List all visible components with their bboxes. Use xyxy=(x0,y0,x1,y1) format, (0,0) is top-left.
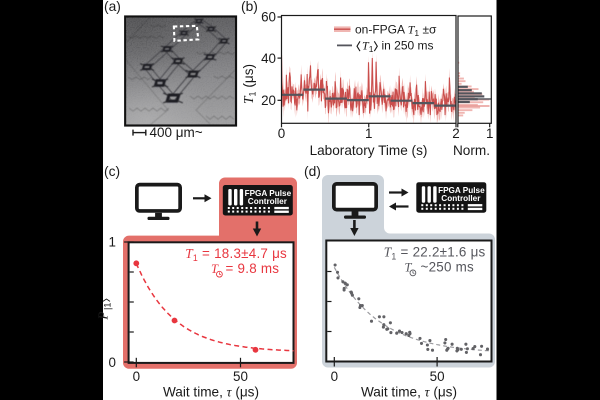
svg-text:2: 2 xyxy=(452,126,459,141)
svg-text:400 μm~: 400 μm~ xyxy=(150,125,203,140)
svg-text:Norm.: Norm. xyxy=(453,143,490,158)
svg-text:= 9.8 ms: = 9.8 ms xyxy=(226,261,280,276)
svg-text:P: P xyxy=(96,311,111,320)
svg-text:60: 60 xyxy=(261,10,276,25)
svg-text:Laboratory Time (s): Laboratory Time (s) xyxy=(310,143,428,158)
svg-text:0: 0 xyxy=(133,369,140,384)
svg-text:0: 0 xyxy=(278,126,285,141)
svg-text:1: 1 xyxy=(365,126,372,141)
svg-text:1: 1 xyxy=(486,126,493,141)
svg-text:(c): (c) xyxy=(104,164,120,179)
svg-text:|1: |1 xyxy=(103,303,113,311)
svg-text:T1 = 22.2±1.6 μs: T1 = 22.2±1.6 μs xyxy=(384,245,486,262)
svg-text:(b): (b) xyxy=(241,0,258,14)
svg-text:Controller: Controller xyxy=(248,197,288,206)
svg-text:Controller: Controller xyxy=(441,194,481,203)
svg-text:40: 40 xyxy=(261,51,276,66)
svg-text:50: 50 xyxy=(430,369,445,384)
svg-text:0: 0 xyxy=(331,369,338,384)
svg-text:on-FPGA T1 ±σ: on-FPGA T1 ±σ xyxy=(355,22,437,37)
svg-text:FPGA Pulse: FPGA Pulse xyxy=(245,189,292,198)
svg-text:0: 0 xyxy=(109,355,116,370)
svg-text:~250 ms: ~250 ms xyxy=(421,260,475,275)
svg-text:in 250 ms: in 250 ms xyxy=(382,39,434,53)
svg-text:T1: T1 xyxy=(362,39,374,54)
svg-text:20: 20 xyxy=(261,93,276,108)
svg-text:(a): (a) xyxy=(104,0,121,14)
svg-text:T: T xyxy=(211,262,219,276)
svg-text:T1 = 18.3±4.7 μs: T1 = 18.3±4.7 μs xyxy=(185,246,287,263)
svg-text:50: 50 xyxy=(233,369,248,384)
svg-text:FPGA Pulse: FPGA Pulse xyxy=(438,186,485,195)
svg-text:Wait time, τ (μs): Wait time, τ (μs) xyxy=(163,385,259,400)
svg-text:T1 (μs): T1 (μs) xyxy=(241,64,258,104)
svg-text:Wait time, τ (μs): Wait time, τ (μs) xyxy=(361,385,457,400)
svg-text:1: 1 xyxy=(109,235,116,250)
svg-text:(d): (d) xyxy=(304,164,321,179)
svg-text:T: T xyxy=(405,261,413,275)
